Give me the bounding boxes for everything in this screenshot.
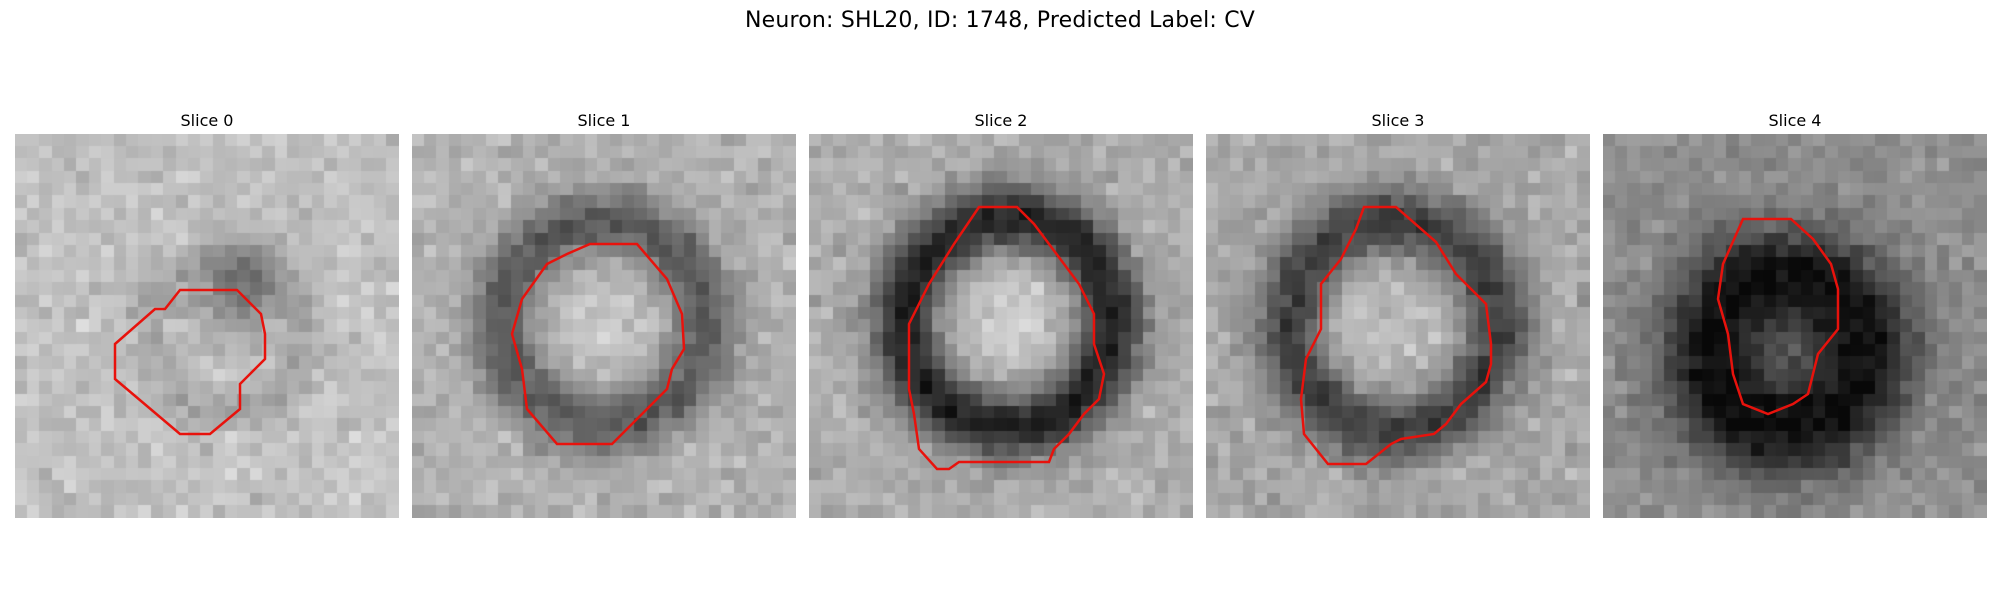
slice-title: Slice 4 [1768,111,1822,130]
slice-title: Slice 0 [180,111,234,130]
slice-image [1603,134,1987,518]
segmentation-contour [1299,205,1493,466]
slice-title: Slice 3 [1371,111,1425,130]
slice-panel: Slice 4 [1603,110,1987,518]
slice-panel: Slice 2 [809,110,1193,518]
slice-panel: Slice 0 [15,110,399,518]
slice-title: Slice 1 [577,111,631,130]
segmentation-contour [510,242,686,446]
segmentation-contour [1716,217,1840,416]
segmentation-contour [113,288,267,436]
figure-title: Neuron: SHL20, ID: 1748, Predicted Label… [744,8,1256,33]
slice-contour-overlay [113,288,267,436]
slice-image [1206,134,1590,518]
slice-title: Slice 2 [974,111,1028,130]
slice-contour-overlay [510,242,686,446]
slice-contour-overlay [907,205,1106,471]
slice-image [809,134,1193,518]
slice-contour-overlay [1299,205,1493,466]
slice-panel: Slice 1 [412,110,796,518]
slice-panel: Slice 3 [1206,110,1590,518]
slice-image [412,134,796,518]
slice-image [15,134,399,518]
slice-contour-overlay [1716,217,1840,416]
segmentation-contour [907,205,1106,471]
